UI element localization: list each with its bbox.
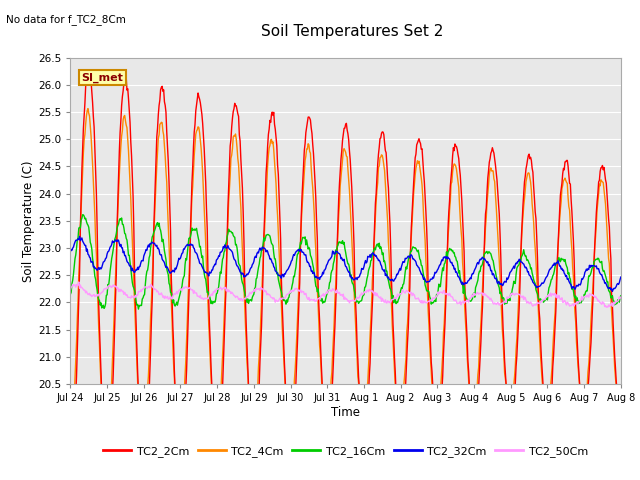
- Text: SI_met: SI_met: [81, 72, 124, 83]
- Text: Soil Temperatures Set 2: Soil Temperatures Set 2: [261, 24, 443, 39]
- X-axis label: Time: Time: [331, 406, 360, 419]
- Text: No data for f_TC2_8Cm: No data for f_TC2_8Cm: [6, 14, 126, 25]
- Legend: TC2_2Cm, TC2_4Cm, TC2_16Cm, TC2_32Cm, TC2_50Cm: TC2_2Cm, TC2_4Cm, TC2_16Cm, TC2_32Cm, TC…: [99, 442, 593, 462]
- Y-axis label: Soil Temperature (C): Soil Temperature (C): [22, 160, 35, 282]
